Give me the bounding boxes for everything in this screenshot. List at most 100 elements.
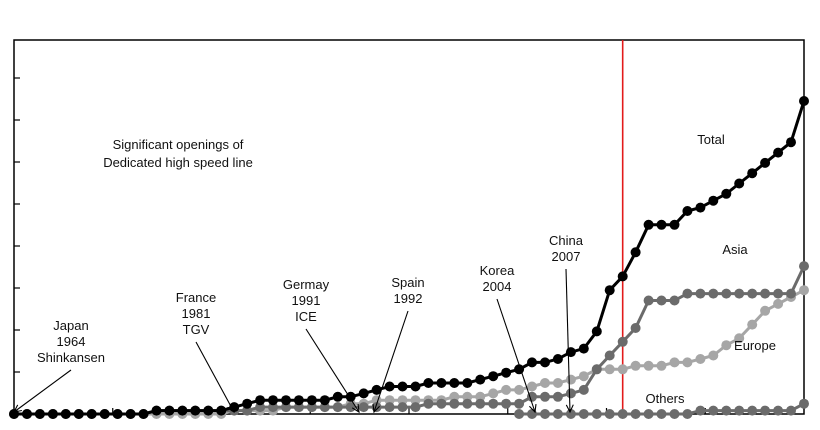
asia-point (384, 402, 395, 413)
asia-point (591, 364, 602, 375)
total-point (268, 395, 278, 406)
total-point (630, 247, 641, 258)
europe-series-label: Europe (734, 338, 776, 353)
asia-point (410, 402, 421, 413)
others-point (682, 409, 693, 419)
total-point (216, 405, 227, 416)
total-point (47, 409, 58, 419)
germay-annotation-line2: 1991 (292, 293, 321, 308)
total-point (578, 343, 589, 354)
total-point (656, 219, 667, 230)
asia-point (773, 288, 784, 299)
europe-series-line (14, 288, 805, 416)
total-point (423, 378, 434, 388)
total-point (34, 409, 45, 419)
total-point (86, 409, 97, 419)
spain-annotation-arrow (373, 310, 409, 413)
france-annotation-line1: France (176, 290, 216, 305)
japan-annotation-line3: Shinkansen (37, 350, 105, 365)
total-point (281, 395, 291, 406)
germay-annotation-line3: ICE (295, 309, 317, 324)
annotation-box-line1: Significant openings of (113, 137, 244, 152)
china-annotation-arrow (565, 268, 571, 413)
asia-point (708, 288, 719, 299)
total-point (255, 395, 266, 406)
total-point (138, 409, 149, 419)
europe-point (760, 305, 771, 316)
asia-point (514, 398, 525, 409)
japan-annotation-line1: Japan (53, 318, 88, 333)
total-point (410, 381, 421, 392)
total-point (125, 409, 136, 419)
total-point (9, 409, 19, 419)
asia-point (501, 398, 512, 409)
france-annotation-arrowhead (227, 403, 235, 414)
total-point (747, 168, 758, 179)
france-annotation-line3: TGV (183, 322, 210, 337)
total-point (721, 188, 732, 199)
asia-point (630, 323, 641, 333)
others-point (604, 409, 615, 419)
asia-point (423, 398, 434, 409)
europe-point (721, 340, 732, 351)
total-point (99, 409, 110, 419)
total-point (475, 374, 486, 385)
others-point (591, 409, 602, 419)
others-point (514, 409, 525, 419)
asia-point (436, 398, 447, 409)
total-point (151, 405, 162, 416)
total-point (203, 405, 214, 416)
asia-point (565, 388, 576, 399)
asia-point (332, 402, 343, 413)
total-point (293, 395, 304, 406)
others-point (799, 398, 809, 409)
total-point (799, 96, 809, 106)
series-labels: Total Asia Europe Others (645, 132, 775, 406)
europe-point (578, 371, 589, 382)
total-point (773, 147, 784, 158)
asia-point (747, 288, 758, 299)
asia-point (319, 402, 330, 413)
europe-point (514, 384, 525, 395)
europe-point (617, 364, 628, 375)
others-point (721, 405, 732, 416)
others-series-label: Others (645, 391, 685, 406)
asia-point (488, 398, 499, 409)
europe-point (773, 298, 784, 309)
europe-point (734, 333, 745, 344)
others-point (578, 409, 589, 419)
japan-annotation-arrowhead (12, 404, 23, 413)
others-point (630, 409, 641, 419)
asia-point (306, 402, 317, 413)
others-point (656, 409, 667, 419)
total-point (695, 202, 706, 213)
japan-annotation-line2: 1964 (57, 334, 86, 349)
asia-point (449, 398, 460, 409)
asia-point (397, 402, 408, 413)
japan-annotation-arrow (13, 369, 72, 413)
asia-point (604, 350, 615, 361)
france-annotation-line2: 1981 (182, 306, 211, 321)
total-point (22, 409, 32, 419)
total-point (786, 137, 796, 148)
europe-point (552, 378, 563, 388)
asia-point (293, 402, 304, 413)
total-point (565, 347, 576, 358)
total-point (73, 409, 84, 419)
china-annotation-line2: 2007 (552, 249, 581, 264)
others-point (669, 409, 680, 419)
europe-point (449, 391, 460, 402)
europe-point (488, 388, 499, 399)
total-point (449, 378, 460, 388)
others-point (747, 405, 758, 416)
others-point (565, 409, 576, 419)
annotation-layer: Significant openings of Dedicated high s… (12, 137, 584, 414)
total-point (332, 391, 343, 402)
asia-series-label: Asia (722, 242, 748, 257)
europe-point (747, 319, 758, 330)
asia-point (345, 402, 356, 413)
korea-annotation-line1: Korea (480, 263, 515, 278)
asia-point (682, 288, 693, 299)
total-series-label: Total (697, 132, 725, 147)
